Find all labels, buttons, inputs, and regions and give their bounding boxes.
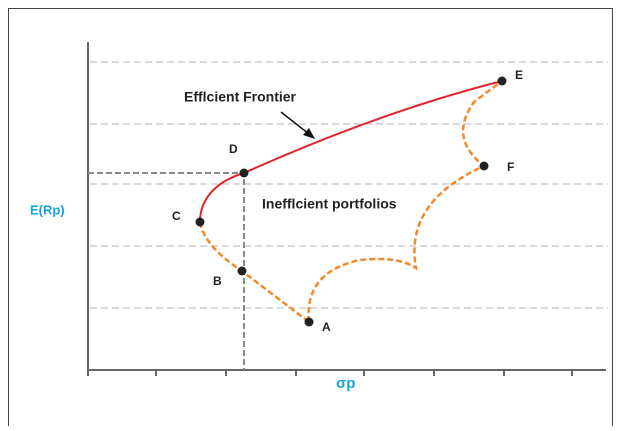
point-label: A [322, 320, 331, 334]
arrow [280, 111, 310, 135]
point-label: C [172, 209, 181, 223]
point-label: D [229, 142, 238, 156]
guide-lines [88, 172, 245, 370]
inefficient-label: Inefflcient portfolios [262, 196, 397, 212]
arrow-head [303, 128, 315, 139]
point [304, 317, 314, 327]
point-label: F [507, 160, 514, 174]
point [195, 217, 205, 227]
efficient-frontier [199, 80, 503, 223]
point [237, 266, 247, 276]
point [239, 168, 249, 178]
x-axis-label: σp [336, 375, 355, 392]
point-label: B [213, 274, 222, 288]
frame [8, 8, 613, 431]
point [479, 161, 489, 171]
x-ticks [87, 370, 573, 376]
point [497, 76, 507, 86]
frontier-label: Efflcient Frontier [184, 89, 297, 105]
point-label: E [515, 68, 523, 82]
points [195, 76, 507, 327]
y-axis-label: E(Rp) [30, 202, 65, 217]
grid [90, 61, 608, 309]
